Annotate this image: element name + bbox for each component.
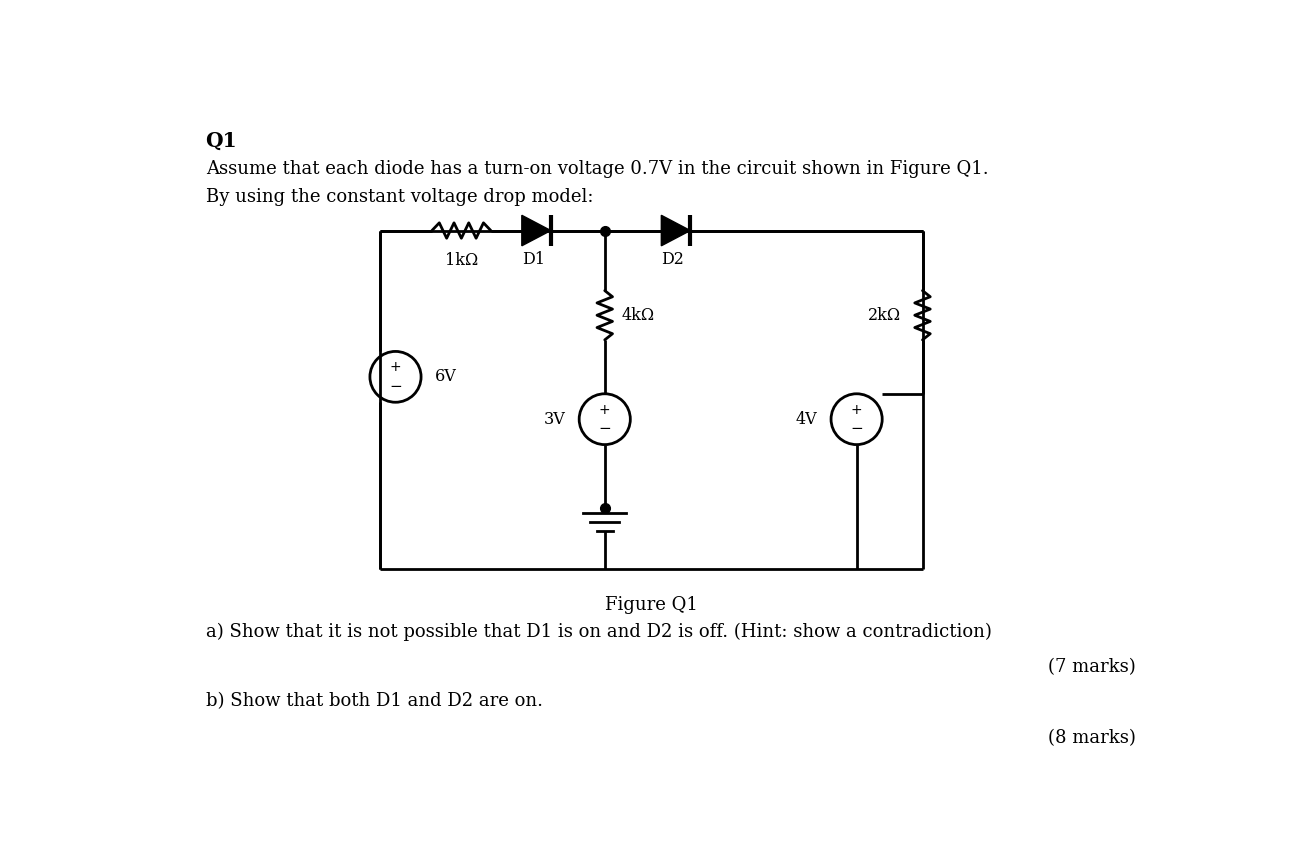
Polygon shape [661,216,690,246]
Text: −: − [599,421,612,437]
Text: b) Show that both D1 and D2 are on.: b) Show that both D1 and D2 are on. [206,693,542,710]
Text: +: + [390,360,402,374]
Text: 4kΩ: 4kΩ [622,306,655,324]
Text: D2: D2 [661,251,685,268]
Text: 4V: 4V [795,411,818,428]
Text: +: + [599,402,610,417]
Text: −: − [850,421,863,437]
Text: 6V: 6V [436,368,456,385]
Text: Q1: Q1 [206,130,237,151]
Polygon shape [522,216,550,246]
Text: Assume that each diode has a turn-on voltage 0.7V in the circuit shown in Figure: Assume that each diode has a turn-on vol… [206,160,988,178]
Text: 3V: 3V [544,411,565,428]
Text: D1: D1 [522,251,545,268]
Text: a) Show that it is not possible that D1 is on and D2 is off. (Hint: show a contr: a) Show that it is not possible that D1 … [206,623,991,641]
Text: 2kΩ: 2kΩ [868,306,901,324]
Text: 1kΩ: 1kΩ [445,253,479,269]
Text: (8 marks): (8 marks) [1047,729,1136,747]
Text: By using the constant voltage drop model:: By using the constant voltage drop model… [206,188,593,206]
Text: (7 marks): (7 marks) [1048,658,1136,676]
Text: Figure Q1: Figure Q1 [605,597,698,615]
Text: −: − [389,379,402,394]
Text: +: + [850,402,862,417]
